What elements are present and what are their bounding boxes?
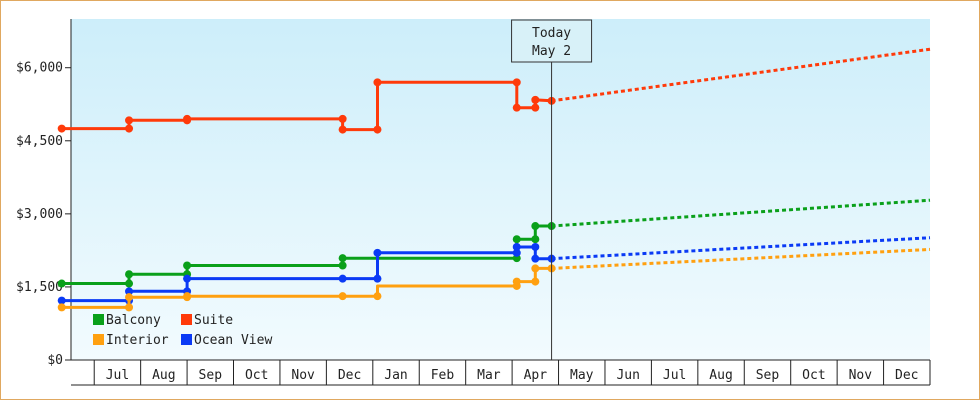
data-point-suite xyxy=(339,126,347,134)
data-point-suite xyxy=(531,96,539,104)
data-point-suite xyxy=(58,125,66,133)
data-point-ocean-view xyxy=(531,255,539,263)
data-point-interior xyxy=(373,292,381,300)
x-tick-label: Dec xyxy=(895,368,918,383)
data-point-balcony xyxy=(58,280,66,288)
x-tick-label: Jun xyxy=(616,368,639,383)
data-point-interior xyxy=(58,303,66,311)
data-point-suite xyxy=(373,78,381,86)
data-point-balcony xyxy=(183,261,191,269)
x-tick-label: Sep xyxy=(199,368,223,383)
legend-swatch-ocean-view xyxy=(181,334,192,345)
data-point-balcony xyxy=(339,254,347,262)
data-point-interior xyxy=(125,303,133,311)
today-date: May 2 xyxy=(532,44,571,59)
data-point-suite xyxy=(531,104,539,112)
x-tick-label: Dec xyxy=(338,368,361,383)
data-point-suite xyxy=(339,115,347,123)
data-point-ocean-view xyxy=(373,249,381,257)
x-tick-label: Jul xyxy=(663,368,686,383)
data-point-ocean-view xyxy=(373,275,381,283)
data-point-interior xyxy=(531,264,539,272)
data-point-ocean-view xyxy=(58,297,66,305)
y-tick-label: $3,000 xyxy=(16,207,63,222)
y-tick-label: $6,000 xyxy=(16,61,63,76)
data-point-balcony xyxy=(531,235,539,243)
data-point-suite xyxy=(125,125,133,133)
data-point-balcony xyxy=(531,222,539,230)
y-tick-label: $1,500 xyxy=(16,280,63,295)
data-point-balcony xyxy=(339,261,347,269)
legend-swatch-balcony xyxy=(93,314,104,325)
x-tick-label: Mar xyxy=(477,368,501,383)
x-tick-label: Aug xyxy=(709,368,732,383)
data-point-ocean-view xyxy=(339,275,347,283)
data-point-suite xyxy=(373,126,381,134)
x-tick-label: Feb xyxy=(431,368,455,383)
data-point-interior xyxy=(531,278,539,286)
legend-swatch-suite xyxy=(181,314,192,325)
today-label: Today xyxy=(532,26,571,41)
x-tick-label: Nov xyxy=(291,368,315,383)
legend-label-ocean-view: Ocean View xyxy=(194,333,272,348)
y-tick-label: $0 xyxy=(47,353,63,368)
x-tick-label: Oct xyxy=(245,368,268,383)
legend-label-balcony: Balcony xyxy=(106,313,161,328)
data-point-suite xyxy=(513,78,521,86)
x-tick-label: Nov xyxy=(849,368,873,383)
y-axis: $0 $1,500 $3,000 $4,500 $6,000 xyxy=(16,19,71,368)
x-tick-label: Sep xyxy=(756,368,780,383)
data-point-ocean-view xyxy=(531,243,539,251)
data-point-interior xyxy=(513,278,521,286)
x-tick-label: Oct xyxy=(802,368,825,383)
data-point-balcony xyxy=(125,280,133,288)
plot-background xyxy=(71,19,930,360)
y-tick-label: $4,500 xyxy=(16,134,63,149)
data-point-ocean-view xyxy=(183,275,191,283)
data-point-suite xyxy=(183,115,191,123)
data-point-ocean-view xyxy=(513,243,521,251)
data-point-interior xyxy=(339,292,347,300)
legend-label-interior: Interior xyxy=(106,333,169,348)
data-point-suite xyxy=(513,104,521,112)
data-point-balcony xyxy=(125,270,133,278)
x-tick-label: Aug xyxy=(152,368,175,383)
legend-label-suite: Suite xyxy=(194,313,233,328)
data-point-balcony xyxy=(513,235,521,243)
x-axis: Jul Aug Sep Oct Nov Dec Jan Feb Mar Apr May Jun Jul A… xyxy=(71,360,930,385)
x-tick-label: May xyxy=(570,368,594,383)
data-point-interior xyxy=(125,293,133,301)
legend-swatch-interior xyxy=(93,334,104,345)
x-tick-label: Jan xyxy=(384,368,407,383)
data-point-interior xyxy=(183,292,191,300)
data-point-suite xyxy=(125,116,133,124)
x-tick-label: Apr xyxy=(524,368,548,383)
x-tick-label: Jul xyxy=(106,368,129,383)
